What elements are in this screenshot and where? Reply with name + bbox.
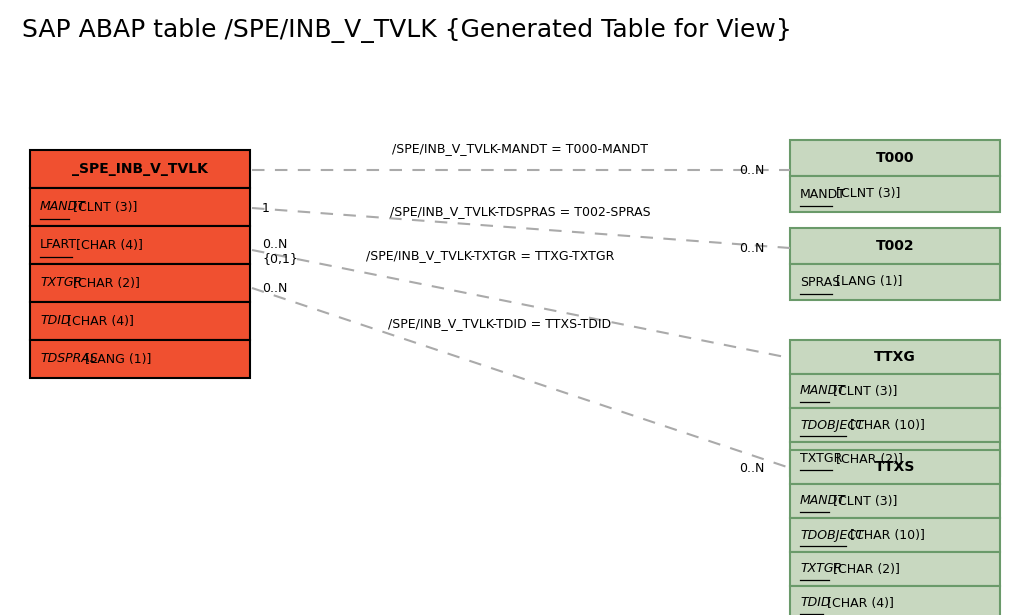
Text: [CLNT (3)]: [CLNT (3)] bbox=[831, 188, 899, 200]
Bar bbox=[790, 340, 1000, 374]
Text: T000: T000 bbox=[876, 151, 914, 165]
Text: 1: 1 bbox=[262, 202, 270, 215]
Text: 0..N: 0..N bbox=[739, 461, 764, 475]
Text: SPRAS: SPRAS bbox=[800, 276, 840, 288]
Text: TDID: TDID bbox=[40, 314, 70, 328]
Bar bbox=[30, 302, 250, 340]
Bar bbox=[30, 188, 250, 226]
Text: TXTGR: TXTGR bbox=[800, 563, 842, 576]
Text: SAP ABAP table /SPE/INB_V_TVLK {Generated Table for View}: SAP ABAP table /SPE/INB_V_TVLK {Generate… bbox=[22, 18, 792, 43]
Bar bbox=[790, 228, 1000, 264]
Text: [LANG (1)]: [LANG (1)] bbox=[831, 276, 901, 288]
Text: MANDT: MANDT bbox=[40, 200, 86, 213]
Bar bbox=[790, 140, 1000, 176]
Text: 0..N: 0..N bbox=[739, 164, 764, 177]
Bar bbox=[790, 518, 1000, 552]
Bar bbox=[790, 374, 1000, 408]
Text: [CHAR (2)]: [CHAR (2)] bbox=[831, 453, 903, 466]
Text: 0..N
{0,1}: 0..N {0,1} bbox=[262, 239, 298, 266]
Text: /SPE/INB_V_TVLK-MANDT = T000-MANDT: /SPE/INB_V_TVLK-MANDT = T000-MANDT bbox=[392, 142, 648, 155]
Text: [CLNT (3)]: [CLNT (3)] bbox=[69, 200, 138, 213]
Text: 0..N: 0..N bbox=[262, 282, 288, 295]
Text: [CHAR (4)]: [CHAR (4)] bbox=[71, 239, 143, 252]
Text: [CHAR (10)]: [CHAR (10)] bbox=[847, 418, 925, 432]
Bar bbox=[30, 226, 250, 264]
Text: /SPE/INB_V_TVLK-TXTGR = TTXG-TXTGR: /SPE/INB_V_TVLK-TXTGR = TTXG-TXTGR bbox=[365, 249, 614, 262]
Text: /SPE/INB_V_TVLK-TDID = TTXS-TDID: /SPE/INB_V_TVLK-TDID = TTXS-TDID bbox=[388, 317, 612, 330]
Bar bbox=[30, 264, 250, 302]
Text: /SPE/INB_V_TVLK-TDSPRAS = T002-SPRAS: /SPE/INB_V_TVLK-TDSPRAS = T002-SPRAS bbox=[390, 205, 650, 218]
Text: TDOBJECT: TDOBJECT bbox=[800, 528, 864, 541]
Text: [CHAR (2)]: [CHAR (2)] bbox=[829, 563, 899, 576]
Text: TXTGR: TXTGR bbox=[40, 277, 82, 290]
Text: [CHAR (2)]: [CHAR (2)] bbox=[69, 277, 140, 290]
Bar bbox=[790, 552, 1000, 586]
Text: TDOBJECT: TDOBJECT bbox=[800, 418, 864, 432]
Text: [LANG (1)]: [LANG (1)] bbox=[81, 352, 151, 365]
Bar bbox=[790, 450, 1000, 484]
Text: TXTGR: TXTGR bbox=[800, 453, 842, 466]
Text: MANDT: MANDT bbox=[800, 494, 846, 507]
Bar bbox=[30, 150, 250, 188]
Text: TTXS: TTXS bbox=[875, 460, 915, 474]
Text: [CHAR (4)]: [CHAR (4)] bbox=[63, 314, 135, 328]
Text: TDSPRAS: TDSPRAS bbox=[40, 352, 97, 365]
Text: TDID: TDID bbox=[800, 597, 831, 609]
Text: [CHAR (10)]: [CHAR (10)] bbox=[847, 528, 925, 541]
Text: _SPE_INB_V_TVLK: _SPE_INB_V_TVLK bbox=[72, 162, 208, 176]
Text: [CHAR (4)]: [CHAR (4)] bbox=[823, 597, 894, 609]
Bar bbox=[790, 408, 1000, 442]
Bar bbox=[790, 484, 1000, 518]
Bar bbox=[790, 442, 1000, 476]
Text: MANDT: MANDT bbox=[800, 384, 846, 397]
Text: LFART: LFART bbox=[40, 239, 78, 252]
Bar bbox=[790, 264, 1000, 300]
Bar bbox=[30, 340, 250, 378]
Text: 0..N: 0..N bbox=[739, 242, 764, 255]
Bar bbox=[790, 176, 1000, 212]
Text: T002: T002 bbox=[876, 239, 914, 253]
Text: MANDT: MANDT bbox=[800, 188, 846, 200]
Text: TTXG: TTXG bbox=[875, 350, 916, 364]
Text: [CLNT (3)]: [CLNT (3)] bbox=[829, 384, 897, 397]
Bar bbox=[790, 586, 1000, 615]
Text: [CLNT (3)]: [CLNT (3)] bbox=[829, 494, 897, 507]
